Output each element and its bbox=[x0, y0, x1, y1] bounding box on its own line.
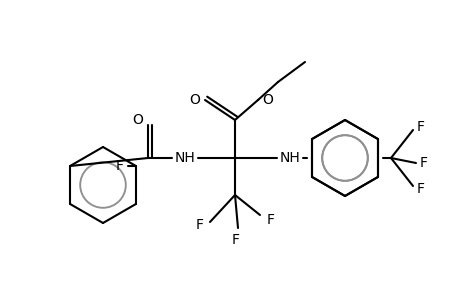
Text: O: O bbox=[262, 93, 273, 107]
Text: F: F bbox=[416, 182, 424, 196]
Text: NH: NH bbox=[279, 151, 300, 165]
Text: F: F bbox=[196, 218, 203, 232]
Text: F: F bbox=[116, 159, 123, 173]
Text: NH: NH bbox=[174, 151, 195, 165]
Text: F: F bbox=[266, 213, 274, 227]
Text: O: O bbox=[189, 93, 200, 107]
Text: F: F bbox=[416, 120, 424, 134]
Text: F: F bbox=[419, 156, 427, 170]
Text: O: O bbox=[132, 113, 143, 127]
Text: F: F bbox=[231, 233, 240, 247]
